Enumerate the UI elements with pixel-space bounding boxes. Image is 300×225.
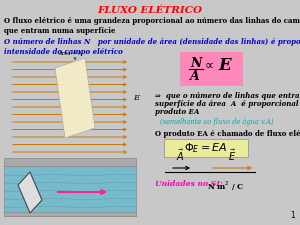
Text: O fluxo elétrico é uma grandeza proporcional ao número das linhas do campo elétr: O fluxo elétrico é uma grandeza proporci… (4, 17, 300, 35)
Text: E: E (218, 57, 231, 74)
Text: $\Phi_E = EA$: $\Phi_E = EA$ (184, 141, 228, 155)
Text: superfície da área  A  é proporcional ao: superfície da área A é proporcional ao (155, 100, 300, 108)
Text: Área = A: Área = A (58, 51, 82, 56)
Text: N m$^2$ / C: N m$^2$ / C (207, 180, 244, 194)
Polygon shape (55, 58, 95, 138)
FancyBboxPatch shape (164, 139, 248, 157)
Text: ⇒  que o número de linhas que entram a: ⇒ que o número de linhas que entram a (155, 92, 300, 100)
Text: E: E (133, 94, 139, 102)
Text: produto EA: produto EA (155, 108, 200, 116)
Text: $\vec{A}$: $\vec{A}$ (176, 148, 184, 163)
Text: FLUXO ELÉTRICO: FLUXO ELÉTRICO (98, 6, 202, 15)
Text: N: N (190, 57, 201, 70)
Polygon shape (18, 172, 42, 213)
Text: (semelhante ao fluxo de água v.A): (semelhante ao fluxo de água v.A) (160, 118, 274, 126)
Bar (4, 212, 136, 216)
Text: Unidades no SI:: Unidades no SI: (155, 180, 223, 188)
Text: A: A (190, 70, 200, 83)
Bar (4, 166, 136, 216)
Text: 1: 1 (290, 211, 295, 220)
Text: $\vec{E}$: $\vec{E}$ (228, 148, 236, 163)
Text: ∝: ∝ (205, 58, 214, 72)
Text: O produto EA é chamado de fluxo elétrico: O produto EA é chamado de fluxo elétrico (155, 130, 300, 138)
Bar (4, 158, 136, 166)
Text: O número de linhas N   por unidade de área (densidade das linhas) é proporcional: O número de linhas N por unidade de área… (4, 38, 300, 56)
FancyBboxPatch shape (179, 52, 242, 86)
